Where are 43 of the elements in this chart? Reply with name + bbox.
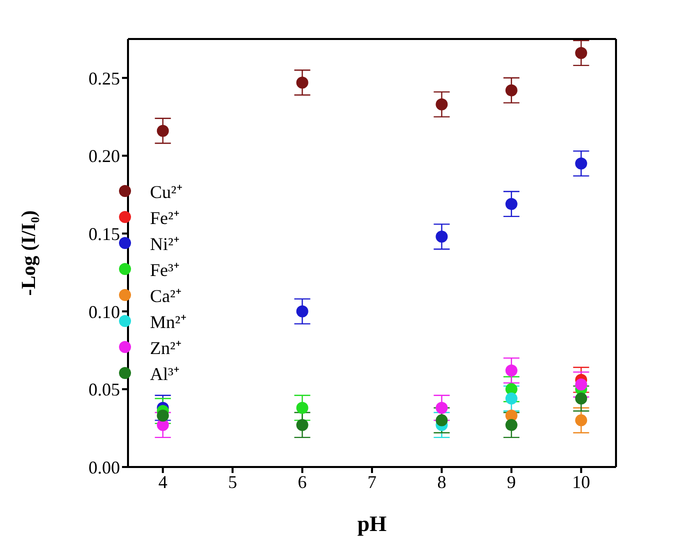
point — [296, 402, 308, 414]
y-tick-label: 0.20 — [88, 146, 120, 166]
x-tick-label: 8 — [437, 472, 446, 492]
legend-label: Fe³⁺ — [150, 259, 180, 281]
y-tick-label: 0.10 — [88, 302, 120, 322]
point — [436, 402, 448, 414]
x-tick-label: 7 — [368, 472, 376, 492]
legend-label: Ca²⁺ — [150, 285, 182, 307]
point — [436, 414, 448, 426]
x-tick-label: 9 — [506, 472, 516, 492]
point — [505, 84, 518, 96]
point — [296, 418, 308, 431]
x-tick-label: 10 — [572, 472, 590, 492]
point — [505, 198, 518, 210]
point — [156, 410, 169, 422]
point — [296, 305, 308, 318]
legend-label: Zn²⁺ — [150, 337, 182, 359]
point — [156, 124, 169, 137]
x-tick-label: 4 — [158, 472, 168, 492]
x-axis-title: pH — [357, 511, 387, 536]
y-tick-label: 0.25 — [88, 68, 120, 88]
point — [575, 378, 588, 391]
point — [505, 418, 518, 431]
point — [575, 47, 588, 60]
point — [436, 98, 448, 110]
point — [575, 392, 588, 405]
point — [575, 158, 588, 170]
point — [436, 230, 448, 243]
legend-label: Ni²⁺ — [150, 233, 180, 255]
point — [505, 364, 518, 377]
x-tick-label: 5 — [228, 472, 238, 492]
point — [575, 414, 588, 426]
point — [296, 76, 308, 89]
y-axis-title: -Log (I/I₀) — [18, 210, 40, 296]
y-tick-label: 0.05 — [88, 380, 120, 400]
y-tick-label: 0.15 — [88, 224, 120, 244]
point — [505, 392, 518, 405]
x-tick-label: 6 — [298, 472, 307, 492]
legend-label: Al³⁺ — [150, 363, 180, 385]
legend-label: Mn²⁺ — [150, 311, 186, 333]
legend-label: Cu²⁺ — [150, 181, 182, 203]
y-tick-label: 0.00 — [88, 457, 120, 478]
legend-label: Fe²⁺ — [150, 207, 180, 229]
